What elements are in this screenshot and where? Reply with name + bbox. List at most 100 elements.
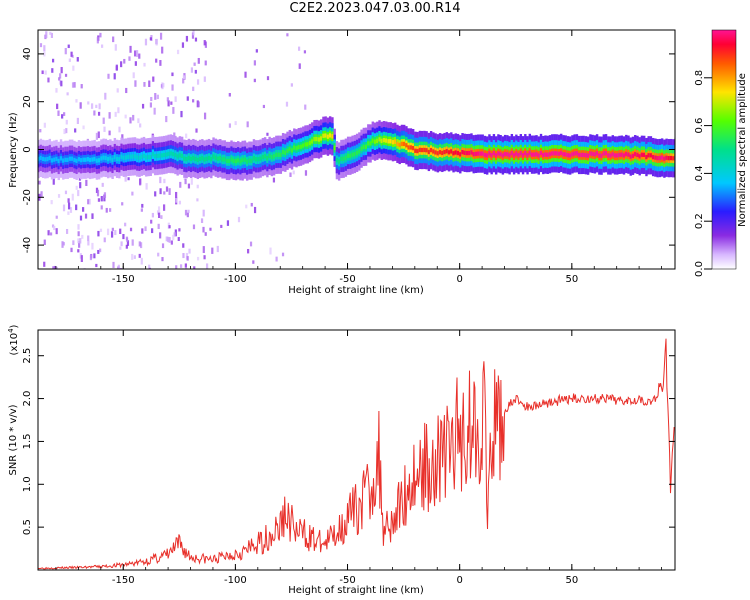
heatmap-cell <box>369 141 371 145</box>
heatmap-cell <box>203 210 205 217</box>
heatmap-cell <box>180 111 182 117</box>
heatmap-cell <box>141 204 143 208</box>
heatmap-cell <box>254 79 256 82</box>
heatmap-cell <box>670 156 672 160</box>
heatmap-cell <box>116 66 118 70</box>
heatmap-cell <box>158 206 160 212</box>
heatmap-cell <box>75 99 77 102</box>
heatmap-cell <box>381 139 383 143</box>
heatmap-cell <box>55 157 57 161</box>
heatmap-cell <box>235 159 237 163</box>
heatmap-cell <box>187 210 189 213</box>
heatmap-cell <box>77 57 79 62</box>
heatmap-cell <box>187 96 189 100</box>
heatmap-cell <box>39 129 41 132</box>
heatmap-cell <box>596 151 598 155</box>
spectrogram-ytick-label: 20 <box>22 95 33 108</box>
heatmap-cell <box>119 229 121 234</box>
heatmap-cell <box>62 158 64 162</box>
heatmap-cell <box>73 158 75 162</box>
heatmap-cell <box>305 170 307 175</box>
heatmap-cell <box>511 151 513 155</box>
heatmap-cell <box>95 105 97 108</box>
heatmap-cell <box>594 152 596 156</box>
heatmap-cell <box>114 155 116 159</box>
heatmap-cell <box>72 194 74 201</box>
colorbar-tick-label: 0.4 <box>694 165 705 181</box>
heatmap-cell <box>298 145 300 149</box>
heatmap-cell <box>647 153 649 157</box>
heatmap-cell <box>273 154 275 158</box>
heatmap-cell <box>139 123 141 127</box>
heatmap-cell <box>239 159 241 163</box>
heatmap-cell <box>616 153 618 157</box>
heatmap-cell <box>220 225 222 228</box>
heatmap-cell <box>309 141 311 145</box>
heatmap-cell <box>641 153 643 157</box>
heatmap-cell <box>102 183 104 187</box>
heatmap-cell <box>85 214 87 219</box>
heatmap-cell <box>475 152 477 156</box>
heatmap-cell <box>172 152 174 156</box>
heatmap-cell <box>122 234 124 239</box>
heatmap-cell <box>229 93 231 97</box>
heatmap-cell <box>70 52 72 57</box>
heatmap-cell <box>342 157 344 161</box>
heatmap-cell <box>190 157 192 161</box>
heatmap-cell <box>82 126 84 130</box>
heatmap-cell <box>535 152 537 156</box>
heatmap-cell <box>197 257 199 261</box>
heatmap-cell <box>432 149 434 153</box>
heatmap-cell <box>111 231 113 237</box>
heatmap-cell <box>571 152 573 156</box>
heatmap-cell <box>167 152 169 156</box>
heatmap-cell <box>104 192 106 198</box>
heatmap-cell <box>75 205 77 211</box>
heatmap-cell <box>142 104 144 109</box>
heatmap-cell <box>245 205 247 209</box>
heatmap-cell <box>143 82 145 87</box>
heatmap-cell <box>178 237 180 241</box>
heatmap-cell <box>93 157 95 161</box>
heatmap-cell <box>533 152 535 156</box>
heatmap-cell <box>582 153 584 157</box>
heatmap-cell <box>107 229 109 236</box>
heatmap-cell <box>244 158 246 162</box>
heatmap-cell <box>589 151 591 155</box>
heatmap-cell <box>354 152 356 156</box>
snr-ytick-label: 1.5 <box>22 433 33 449</box>
heatmap-cell <box>161 82 163 89</box>
heatmap-cell <box>434 150 436 154</box>
heatmap-cell <box>123 59 125 64</box>
heatmap-cell <box>171 84 173 90</box>
heatmap-cell <box>412 146 414 150</box>
heatmap-cell <box>416 149 418 153</box>
heatmap-cell <box>327 135 329 139</box>
heatmap-cell <box>77 118 79 124</box>
heatmap-cell <box>157 253 159 257</box>
heatmap-cell <box>185 263 187 267</box>
heatmap-cell <box>228 159 230 163</box>
heatmap-cell <box>205 232 207 236</box>
heatmap-cell <box>524 151 526 155</box>
heatmap-cell <box>553 151 555 155</box>
heatmap-cell <box>104 93 106 100</box>
heatmap-cell <box>154 154 156 158</box>
heatmap-cell <box>441 151 443 155</box>
heatmap-cell <box>130 228 132 231</box>
heatmap-cell <box>194 157 196 161</box>
heatmap-cell <box>318 137 320 141</box>
heatmap-cell <box>166 186 168 191</box>
heatmap-cell <box>632 154 634 158</box>
heatmap-cell <box>108 131 110 136</box>
heatmap-cell <box>461 150 463 154</box>
heatmap-cell <box>74 128 76 132</box>
heatmap-cell <box>437 151 439 155</box>
heatmap-cell <box>169 237 171 243</box>
heatmap-cell <box>77 249 79 252</box>
heatmap-cell <box>204 76 206 81</box>
heatmap-cell <box>183 75 185 79</box>
heatmap-cell <box>185 134 187 139</box>
heatmap-cell <box>118 157 120 161</box>
